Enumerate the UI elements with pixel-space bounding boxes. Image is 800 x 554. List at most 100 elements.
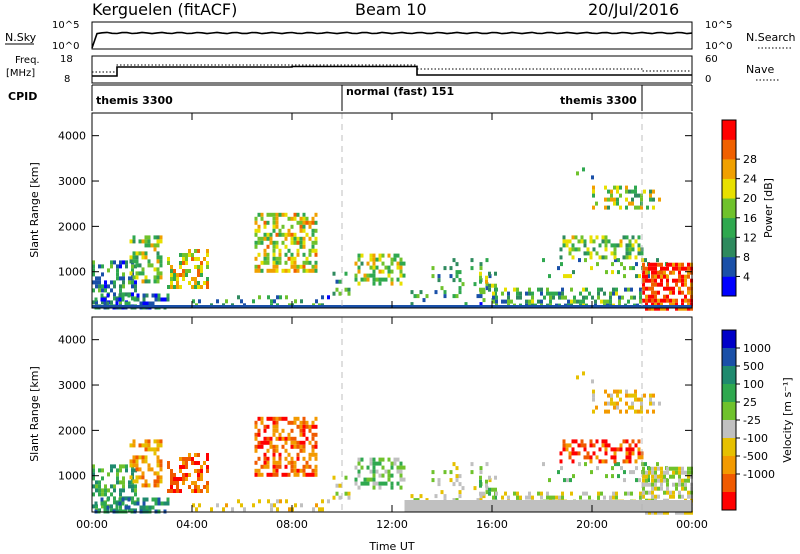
velocity-cell [651, 510, 654, 515]
velocity-cell [150, 447, 154, 452]
velocity-cell [566, 478, 569, 483]
velocity-cell [185, 465, 188, 469]
power-cell [669, 302, 672, 307]
velocity-cell [138, 475, 142, 480]
velocity-cell [675, 486, 678, 491]
velocity-cell [561, 495, 564, 500]
power-cell [144, 279, 148, 284]
power-cell [92, 260, 95, 265]
velocity-cell [263, 456, 267, 461]
power-colorbar-swatch [722, 237, 736, 258]
power-cell [458, 290, 462, 295]
velocity-cell [588, 495, 591, 500]
velocity-cell [672, 494, 675, 499]
power-cell [672, 278, 675, 283]
velocity-cell [272, 472, 276, 477]
power-cell [293, 260, 297, 265]
power-cell [610, 243, 614, 248]
velocity-cell [206, 481, 209, 485]
power-cell [107, 284, 110, 289]
power-cell [311, 248, 315, 253]
velocity-colorbar-swatch [722, 492, 736, 511]
velocity-cell [369, 457, 373, 462]
velocity-cell [571, 459, 575, 464]
power-cell [305, 216, 309, 221]
power-cell [144, 239, 148, 244]
power-cell [628, 251, 632, 256]
power-cell [131, 296, 134, 301]
power-cell [687, 298, 690, 303]
power-cell [188, 281, 191, 285]
power-cell [314, 220, 318, 225]
power-cell [675, 262, 678, 267]
power-cell [660, 302, 663, 307]
velocity-cell [293, 460, 297, 465]
power-cell [485, 282, 489, 287]
velocity-cell [628, 451, 632, 456]
velocity-cell [684, 482, 687, 487]
power-cell [416, 294, 420, 299]
power-cell [663, 274, 666, 279]
power-cell [197, 249, 200, 253]
velocity-colorbar-swatch [722, 402, 736, 421]
power-cell [132, 255, 136, 260]
velocity-cell [381, 465, 385, 470]
velocity-cell [479, 470, 483, 475]
power-cell [293, 240, 297, 245]
velocity-cell [458, 490, 462, 495]
power-cell [281, 212, 285, 217]
power-cell [684, 274, 687, 279]
velocity-cell [182, 457, 185, 461]
velocity-cell [103, 501, 107, 506]
power-cell [571, 247, 575, 252]
power-cell [100, 297, 104, 302]
power-cell [654, 282, 657, 287]
power-cell [684, 298, 687, 303]
power-cell [182, 277, 185, 281]
power-cell [642, 278, 645, 283]
velocity-cell [678, 482, 681, 487]
power-colorbar-swatch [722, 276, 736, 297]
velocity-cell [154, 497, 158, 502]
power-cell [131, 292, 134, 297]
velocity-cell [131, 500, 134, 505]
power-cell [645, 302, 648, 307]
velocity-cell [257, 432, 261, 437]
velocity-cell [631, 451, 635, 456]
power-cell [645, 298, 648, 303]
power-cell [182, 261, 185, 265]
velocity-cell [617, 474, 620, 479]
power-cell [604, 235, 608, 240]
velocity-cell [485, 462, 489, 467]
velocity-cell [159, 459, 163, 464]
velocity-cell [260, 420, 264, 425]
power-cell [115, 297, 119, 302]
velocity-cell [263, 460, 267, 465]
velocity-cell [513, 491, 516, 496]
velocity-cell [360, 465, 364, 470]
power-cell [314, 228, 318, 233]
power-cell [624, 287, 627, 292]
velocity-cell [666, 510, 669, 515]
velocity-cell [678, 490, 681, 495]
power-cell [263, 256, 267, 261]
power-cell [654, 306, 657, 311]
velocity-cell [147, 467, 151, 472]
power-cell [257, 252, 261, 257]
velocity-cell [552, 495, 555, 500]
power-cell [604, 239, 608, 244]
power-cell [531, 291, 534, 296]
velocity-cell [452, 462, 456, 467]
velocity-cell [290, 440, 294, 445]
velocity-cell [344, 491, 348, 496]
power-cell [687, 302, 690, 307]
velocity-cell [110, 492, 113, 497]
velocity-cell [642, 494, 645, 499]
power-cell [525, 299, 528, 304]
power-cell [479, 302, 483, 307]
velocity-cell [669, 474, 672, 479]
velocity-cell [314, 440, 318, 445]
power-cell [631, 201, 634, 206]
power-cell [308, 220, 312, 225]
power-cell [113, 260, 116, 265]
